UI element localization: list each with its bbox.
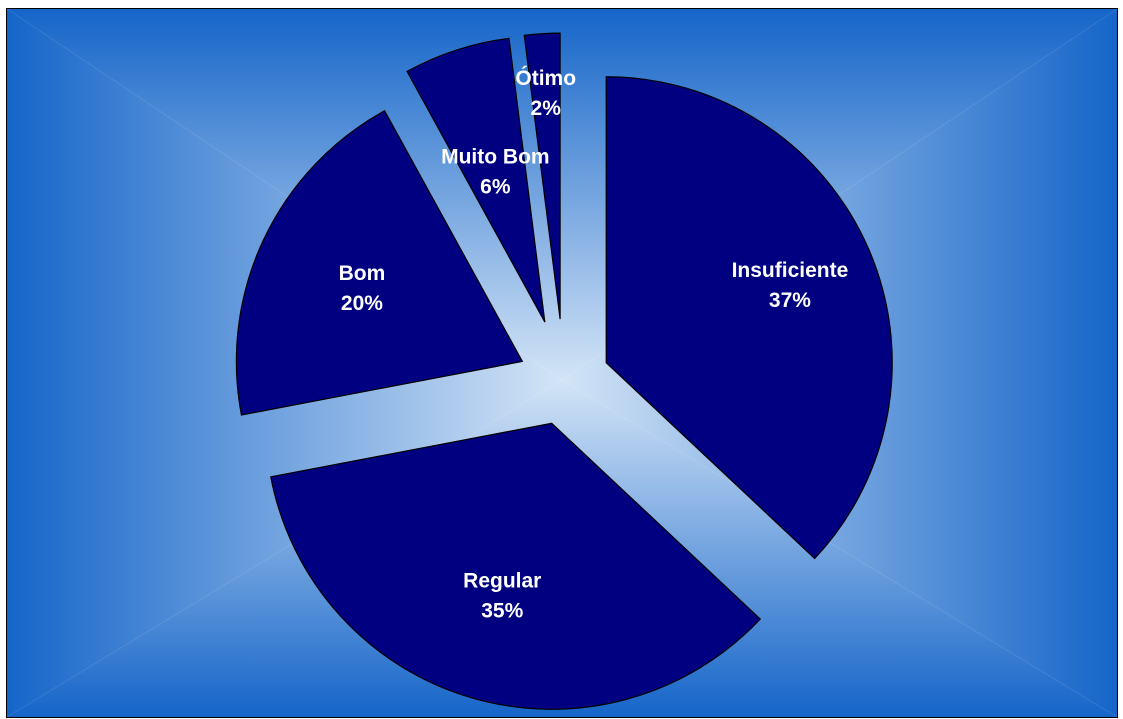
slice-value-otimo: 2% — [531, 97, 562, 120]
slice-value-bom: 20% — [341, 292, 383, 315]
slice-label-insuficiente: Insuficiente — [732, 259, 849, 282]
slice-labels: Insuficiente 37% Regular 35% Bom 20% Muito Bom… — [339, 66, 849, 623]
pie-slice-regular — [270, 422, 762, 710]
pie-slice-muito-bom — [406, 37, 546, 323]
pie-slice-insuficiente — [605, 76, 893, 560]
pie-slice-otimo — [523, 32, 561, 320]
slice-label-bom: Bom — [339, 262, 386, 285]
slice-value-muito-bom: 6% — [480, 176, 511, 199]
slice-label-otimo: Ótimo — [515, 66, 576, 90]
slice-label-regular: Regular — [463, 570, 541, 593]
slice-value-insuficiente: 37% — [769, 289, 811, 312]
slice-label-muito-bom: Muito Bom — [441, 146, 549, 169]
chart-frame — [6, 8, 1118, 718]
pie-slices — [235, 32, 893, 710]
background-top-panel — [7, 9, 1117, 380]
slice-value-regular: 35% — [481, 600, 523, 623]
pie-slice-bom — [235, 109, 524, 416]
